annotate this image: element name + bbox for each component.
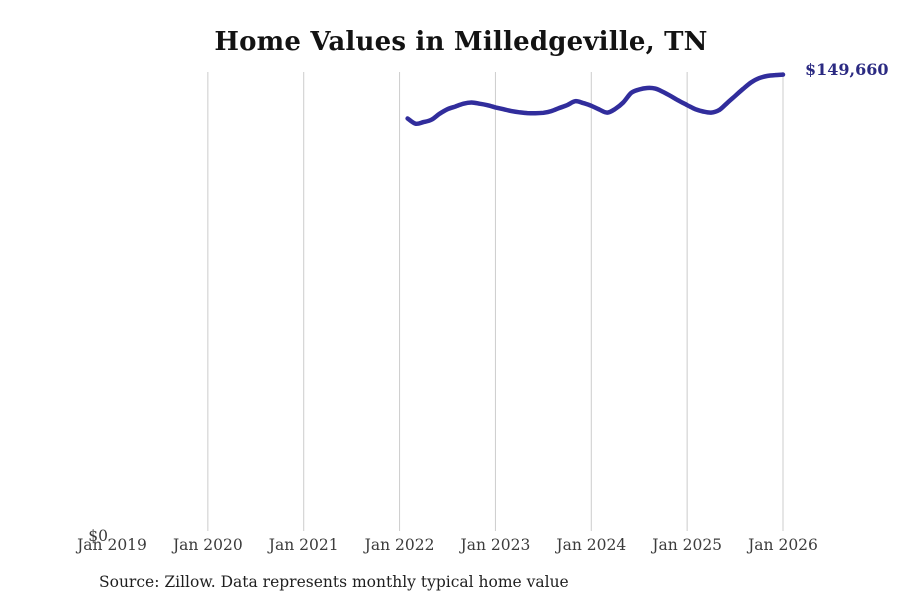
x-axis-tick-label: Jan 2020 (172, 536, 243, 554)
x-axis-tick-label: Jan 2019 (77, 536, 147, 554)
x-axis-tick-label: Jan 2026 (748, 536, 818, 554)
x-axis-tick-label: Jan 2023 (460, 536, 531, 554)
y-axis-zero-label: $0 (88, 527, 108, 545)
source-note: Source: Zillow. Data represents monthly … (99, 573, 569, 591)
gridlines-group (207, 72, 784, 531)
chart-title: Home Values in Milledgeville, TN (214, 27, 708, 57)
x-axis-tick-label: Jan 2022 (364, 536, 435, 554)
x-axis-tick-label: Jan 2025 (652, 536, 723, 554)
home-value-line (405, 72, 786, 127)
x-axis-tick-label: Jan 2021 (268, 536, 339, 554)
current-value-label: $149,660 (805, 60, 889, 79)
x-axis-tick-label: Jan 2024 (556, 536, 627, 554)
